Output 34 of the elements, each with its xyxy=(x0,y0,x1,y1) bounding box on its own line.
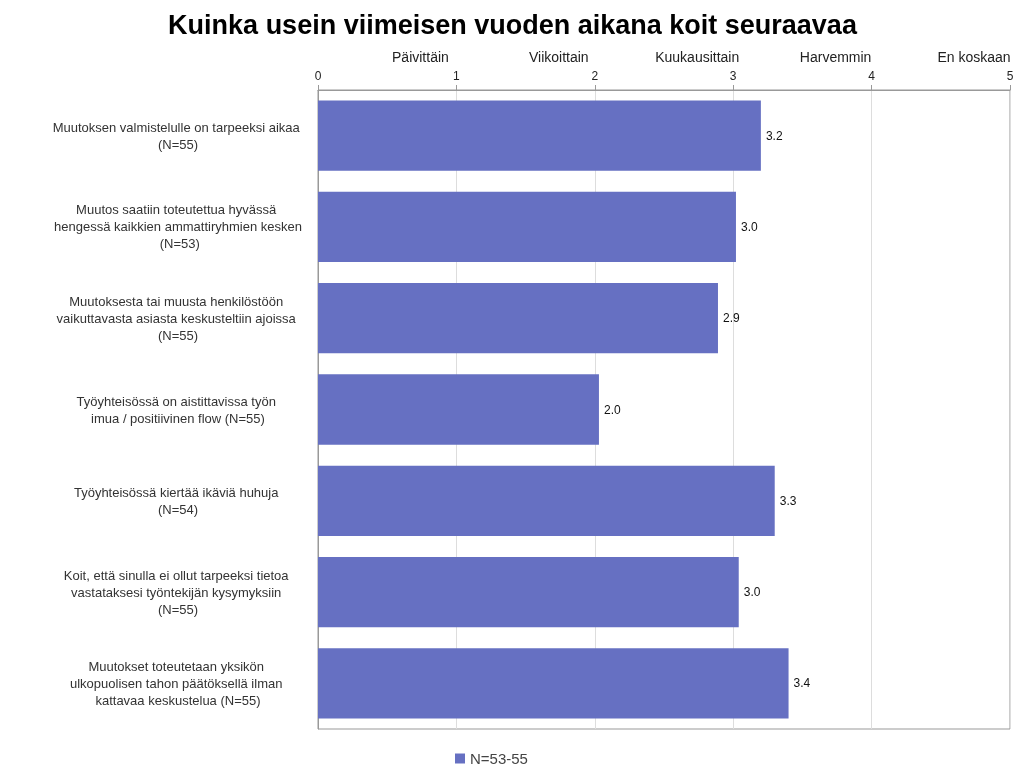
text: Kuukausittain xyxy=(655,49,740,65)
x-tick-label: 3 xyxy=(729,69,737,83)
data-label: 3.3 xyxy=(779,493,797,508)
y-tick-label: Työyhteisössä kiertää ikäviä huhuja (N=54) xyxy=(73,484,283,517)
x-tick-label: 1 xyxy=(453,69,461,83)
bar xyxy=(318,648,789,719)
y-tick-label: Muutokset toteutetaan yksikön ulkopuolisen tahon päätöksellä ilman kattavaa keskustelua (N=55) xyxy=(69,658,287,708)
x-tick-label: 5 xyxy=(1006,69,1014,83)
x-tick-label: 2 xyxy=(591,69,599,83)
bar xyxy=(318,283,718,354)
legend-label: N=53-55 xyxy=(470,750,528,767)
data-label: 3.0 xyxy=(743,585,761,600)
y-tick-label: Muutoksen valmistelulle on tarpeeksi aikaa (N=55) xyxy=(52,119,304,152)
bar xyxy=(318,100,761,171)
bar xyxy=(318,556,739,628)
text: Harvemmin xyxy=(799,49,872,65)
text: En koskaan xyxy=(937,49,1011,65)
chart-title: Kuinka usein viimeisen vuoden aikana koit seuraavaa xyxy=(168,9,858,40)
bar xyxy=(318,374,599,445)
text: Viikoittain xyxy=(528,49,589,65)
data-label: 3.4 xyxy=(793,676,811,691)
data-label: 3.2 xyxy=(765,128,783,143)
text: Päivittäin xyxy=(392,49,449,65)
data-label: 2.9 xyxy=(722,311,740,326)
x-tick-label: 4 xyxy=(868,69,876,83)
y-tick-label: Työyhteisössä on aistittavissa työn imua / positiivinen flow (N=55) xyxy=(76,393,280,426)
data-label: 2.0 xyxy=(603,402,621,417)
y-tick-label: Muutos saatiin toteutettua hyvässä hengessä kaikkien ammattiryhmien kesken (N=53) xyxy=(54,202,302,252)
bar xyxy=(318,191,736,263)
y-tick-label: Koit, että sinulla ei ollut tarpeeksi tietoa vastataksesi työntekijän kysymyksiin (N=55) xyxy=(63,567,293,617)
data-label: 3.0 xyxy=(740,219,758,234)
bar xyxy=(318,465,775,536)
x-tick-label: 0 xyxy=(314,69,322,83)
y-tick-label: Muutoksesta tai muusta henkilöstöön vaikuttavasta asiasta keskusteltiin ajoissa (N=55) xyxy=(56,293,300,343)
